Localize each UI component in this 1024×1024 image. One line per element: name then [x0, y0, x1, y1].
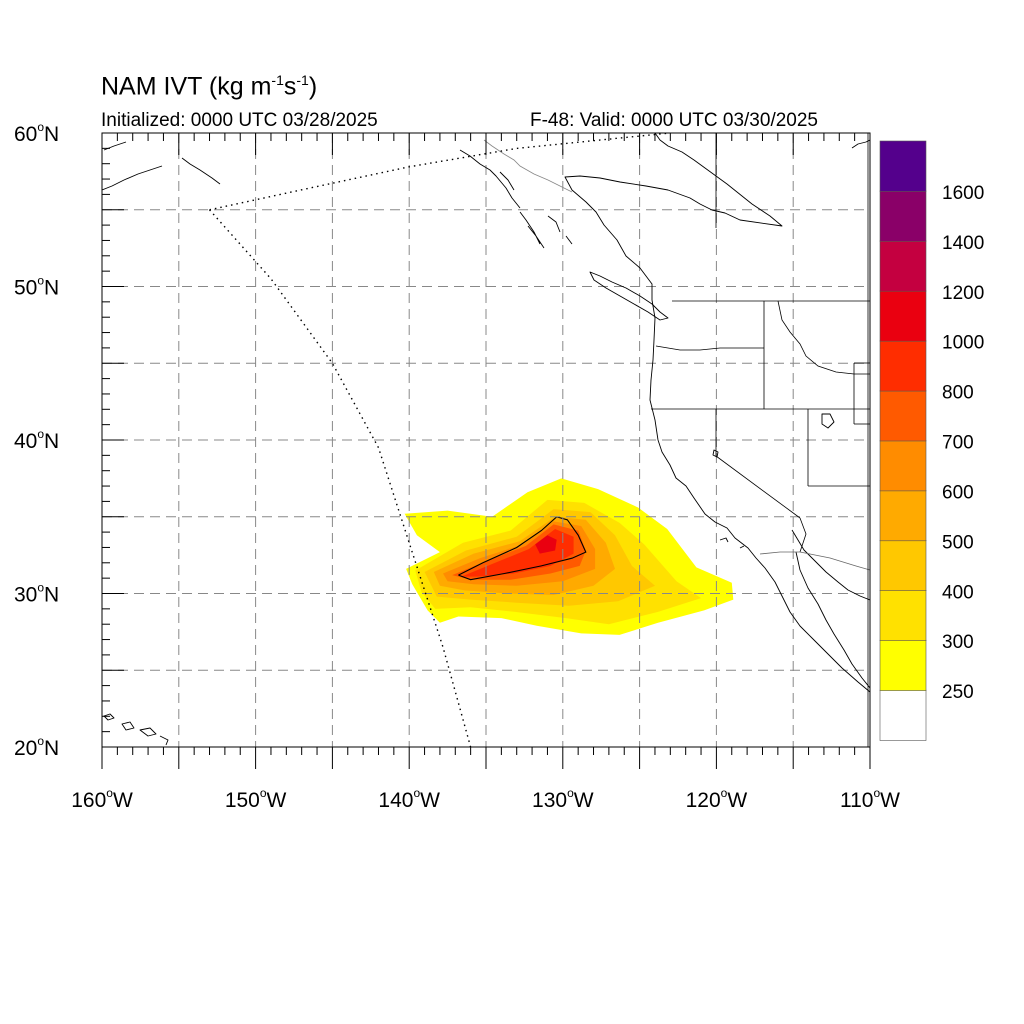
border-alaska-bc — [483, 139, 573, 193]
border-washington-oregon — [655, 345, 764, 351]
coastline-islands-panhandle — [459, 149, 573, 249]
title-units-mid: s — [283, 72, 297, 101]
domain-boundary-west — [208, 209, 472, 747]
coastline-gulf-california — [795, 551, 870, 689]
border-california-nevada-diag — [715, 455, 801, 519]
colorbar-box — [879, 240, 927, 292]
lon-suffix: W — [113, 789, 133, 812]
colorbar-label: 300 — [942, 632, 974, 653]
colorbar-box — [879, 140, 927, 192]
lon-label: 140oW — [378, 786, 440, 812]
colorbar-box — [879, 290, 927, 342]
title-main: NAM IVT — [101, 72, 202, 101]
lat-suffix: N — [44, 123, 59, 146]
lake-tahoe — [712, 449, 719, 458]
lon-label: 120oW — [686, 786, 748, 812]
colorbar-label: 800 — [942, 383, 974, 404]
colorbar-label: 1400 — [942, 233, 984, 254]
lon-suffix: W — [420, 789, 440, 812]
lon-suffix: W — [880, 789, 900, 812]
channel-islands — [719, 537, 745, 549]
ivt-contour — [458, 516, 587, 581]
colorbar-box — [879, 539, 927, 591]
lon-label: 110oW — [840, 786, 900, 812]
border-arizona-west — [799, 517, 807, 553]
lat-suffix: N — [44, 737, 59, 760]
colorbar-label: 1200 — [942, 283, 984, 304]
lat-label-full: 60oN — [14, 120, 59, 146]
colorbar-label: 1600 — [942, 183, 984, 204]
degree-mark: o — [873, 786, 880, 800]
lon-suffix: W — [267, 789, 287, 812]
coastline-vancouver-island — [589, 271, 669, 321]
lat-suffix: N — [44, 584, 59, 607]
colorbar-box — [879, 490, 927, 542]
colorbar-label: 700 — [942, 433, 974, 454]
degree-mark: o — [721, 786, 728, 800]
colorbar-label: 250 — [942, 682, 974, 703]
degree-mark: o — [260, 786, 267, 800]
lat-suffix: N — [44, 277, 59, 300]
degree-mark: o — [37, 581, 44, 595]
degree-mark: o — [37, 274, 44, 288]
colorbar-label: 400 — [942, 582, 974, 603]
axis-ticks — [101, 132, 871, 769]
degree-mark: o — [413, 786, 420, 800]
model-domain-boundary — [208, 133, 671, 747]
colorbar-box — [879, 440, 927, 492]
coastline-alaska — [102, 141, 221, 191]
coastline-baja-east — [791, 529, 870, 601]
title-units-exp2: -1 — [296, 72, 309, 88]
coastline-west — [564, 133, 870, 693]
colorbar-label: 1000 — [942, 333, 984, 354]
ivt-level-1000 — [535, 535, 557, 554]
lon-suffix: W — [574, 789, 594, 812]
lon-suffix: W — [727, 789, 747, 812]
colorbar-box — [879, 190, 927, 242]
latitude-labels: 60oN 50oN 40oN 30oN 20oN — [14, 120, 59, 760]
ivt-contour-line — [458, 516, 587, 581]
title-units-exp1: -1 — [271, 72, 284, 88]
title-units-open: (kg m — [201, 72, 272, 101]
degree-mark: o — [37, 427, 44, 441]
degree-mark: o — [37, 120, 44, 134]
lat-label-full: 20oN — [14, 734, 59, 760]
lat-label-full: 30oN — [14, 581, 59, 607]
map-title: NAM IVT (kg m-1s-1) — [101, 72, 317, 101]
title-units-close: ) — [308, 72, 318, 101]
lon-label: 160oW — [71, 786, 133, 812]
colorbar-box — [879, 589, 927, 641]
coastlines — [102, 133, 870, 746]
colorbar-label: 500 — [942, 532, 974, 553]
colorbar-box — [879, 390, 927, 442]
border-idaho-montana — [777, 300, 870, 375]
degree-mark: o — [106, 786, 113, 800]
ivt-shading — [404, 478, 734, 635]
degree-mark: o — [37, 734, 44, 748]
lake-great-salt — [821, 413, 835, 429]
colorbar: 250 300 400 500 600 700 800 1000 1200 1400 1600 — [879, 140, 984, 741]
lon-label: 150oW — [225, 786, 287, 812]
coastline-hawaii — [103, 713, 169, 746]
colorbar-label: 600 — [942, 482, 974, 503]
lat-label-full: 40oN — [14, 427, 59, 453]
colorbar-box — [879, 340, 927, 392]
lat-label-full: 50oN — [14, 274, 59, 300]
colorbar-box — [879, 639, 927, 691]
lat-suffix: N — [44, 430, 59, 453]
lat-lon-grid — [102, 133, 870, 747]
valid-time: F-48: Valid: 0000 UTC 03/30/2025 — [530, 110, 818, 131]
border-us-mexico — [759, 551, 870, 571]
colorbar-box — [879, 689, 927, 741]
domain-boundary-north — [209, 133, 671, 211]
initialized-time: Initialized: 0000 UTC 03/28/2025 — [101, 110, 378, 131]
longitude-labels: 160oW 150oW 140oW 130oW 120oW 110oW — [71, 786, 900, 812]
degree-mark: o — [567, 786, 574, 800]
coastline-northeast — [851, 139, 870, 149]
lon-label: 130oW — [532, 786, 594, 812]
